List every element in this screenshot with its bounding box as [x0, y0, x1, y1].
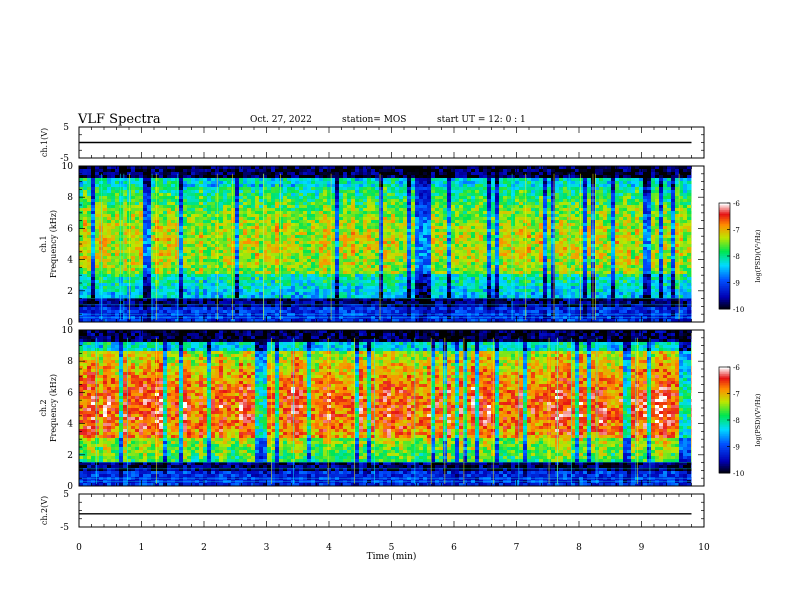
chart-title: VLF Spectra — [78, 112, 161, 127]
start-time-label: start UT = 12: 0 : 1 — [437, 115, 526, 125]
y-tick-label: 2 — [67, 451, 73, 461]
x-tick-label: 0 — [76, 543, 82, 553]
colorbar-tick-label: -7 — [733, 391, 740, 399]
colorbar-tick-label: -9 — [733, 444, 740, 452]
date-label: Oct. 27, 2022 — [250, 115, 312, 125]
y-tick-label: 5 — [63, 490, 69, 500]
colorbar-label: log(PSD)(V²/Hz) — [754, 229, 762, 282]
x-tick-label: 5 — [389, 543, 395, 553]
colorbar-tick-label: -7 — [733, 227, 740, 235]
x-tick-label: 8 — [576, 543, 582, 553]
y-axis-label: ch.2 — [39, 399, 48, 416]
y-tick-label: 6 — [67, 224, 73, 234]
y-tick-label: -5 — [60, 523, 69, 533]
y-tick-label: -5 — [60, 154, 69, 164]
y-tick-label: 0 — [67, 318, 73, 328]
x-tick-label: 7 — [514, 543, 520, 553]
y-axis-label: ch.1(V) — [40, 128, 49, 157]
colorbar-label: log(PSD)(V²/Hz) — [754, 393, 762, 446]
y-tick-label: 4 — [67, 256, 73, 266]
y-tick-label: 6 — [67, 388, 73, 398]
x-tick-label: 6 — [451, 543, 457, 553]
x-tick-label: 2 — [201, 543, 207, 553]
colorbar-tick-label: -8 — [733, 253, 740, 261]
colorbar-tick-label: -8 — [733, 417, 740, 425]
y-tick-label: 4 — [67, 420, 73, 430]
colorbar-tick-label: -6 — [733, 364, 740, 372]
y-tick-label: 8 — [67, 193, 73, 203]
y-tick-label: 10 — [62, 326, 74, 336]
y-tick-label: 8 — [67, 357, 73, 367]
y-tick-label: 0 — [67, 482, 73, 492]
y-axis-label: Frequency (kHz) — [49, 210, 58, 278]
colorbar-tick-label: -10 — [733, 470, 744, 478]
colorbar-tick-label: -10 — [733, 306, 744, 314]
colorbar-tick-label: -6 — [733, 200, 740, 208]
x-tick-label: 1 — [139, 543, 145, 553]
x-tick-label: 9 — [639, 543, 645, 553]
station-label: station= MOS — [342, 115, 407, 125]
x-tick-label: 10 — [698, 543, 710, 553]
y-tick-label: 10 — [62, 162, 74, 172]
y-tick-label: 2 — [67, 287, 73, 297]
x-axis-label: Time (min) — [367, 551, 417, 562]
y-axis-label: ch.1 — [39, 235, 48, 252]
x-tick-label: 3 — [264, 543, 270, 553]
x-tick-label: 4 — [326, 543, 332, 553]
y-axis-label: ch.2(V) — [40, 496, 49, 525]
colorbar-tick-label: -9 — [733, 280, 740, 288]
y-axis-label: Frequency (kHz) — [49, 374, 58, 442]
y-tick-label: 5 — [63, 123, 69, 133]
